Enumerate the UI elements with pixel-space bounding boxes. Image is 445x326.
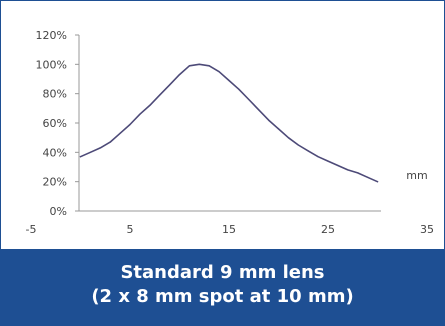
data-point	[139, 113, 141, 115]
data-point	[248, 98, 250, 101]
x-tick-label: 35	[420, 223, 434, 236]
x-axis-unit-label: mm	[406, 169, 427, 182]
y-tick-label: 80%	[43, 88, 67, 101]
y-tick-label: 20%	[43, 176, 67, 189]
data-point	[268, 119, 270, 121]
caption-subtitle: (2 x 8 mm spot at 10 mm)	[91, 286, 354, 307]
data-point	[208, 65, 210, 67]
y-tick-label: 60%	[43, 117, 67, 130]
data-point	[287, 137, 289, 139]
chart-area: 0% 20% 40% 60% 80% 100% 120% -5 5 15 25 35 mm	[1, 1, 444, 249]
caption-banner: Standard 9 mm lens (2 x 8 mm spot at 10 …	[1, 249, 444, 325]
data-point	[169, 84, 171, 86]
data-point	[149, 104, 151, 106]
data-point	[258, 109, 260, 111]
data-point	[238, 88, 240, 90]
data-point	[297, 144, 299, 146]
data-point	[159, 94, 161, 96]
data-point	[376, 181, 379, 183]
data-point	[277, 128, 280, 130]
data-point	[129, 123, 131, 126]
data-point	[178, 74, 181, 76]
data-point	[109, 141, 111, 143]
beam-profile-chart: 0% 20% 40% 60% 80% 100% 120% -5 5 15 25 35 mm	[26, 29, 434, 236]
x-tick-label: 5	[127, 223, 134, 236]
data-point	[89, 151, 91, 153]
x-tick-label: 15	[222, 223, 236, 236]
data-point	[198, 63, 200, 65]
x-tick-label: -5	[26, 223, 37, 236]
series-line	[79, 63, 379, 183]
data-point	[317, 156, 319, 158]
data-point	[327, 160, 329, 162]
data-point	[188, 65, 190, 67]
data-point	[79, 156, 82, 158]
y-tick-label: 120%	[36, 29, 67, 42]
data-point	[357, 172, 359, 174]
y-tick-label: 40%	[43, 146, 67, 159]
data-point	[228, 79, 230, 82]
caption-title: Standard 9 mm lens	[120, 262, 325, 283]
data-point	[307, 150, 309, 152]
data-point	[367, 176, 369, 178]
data-point	[347, 169, 349, 171]
data-point	[99, 147, 101, 149]
y-tick-label: 100%	[36, 58, 67, 71]
x-tick-label: 25	[321, 223, 335, 236]
data-point	[218, 71, 220, 73]
data-point	[337, 164, 339, 167]
y-tick-label: 0%	[50, 205, 67, 218]
data-point	[119, 132, 121, 134]
